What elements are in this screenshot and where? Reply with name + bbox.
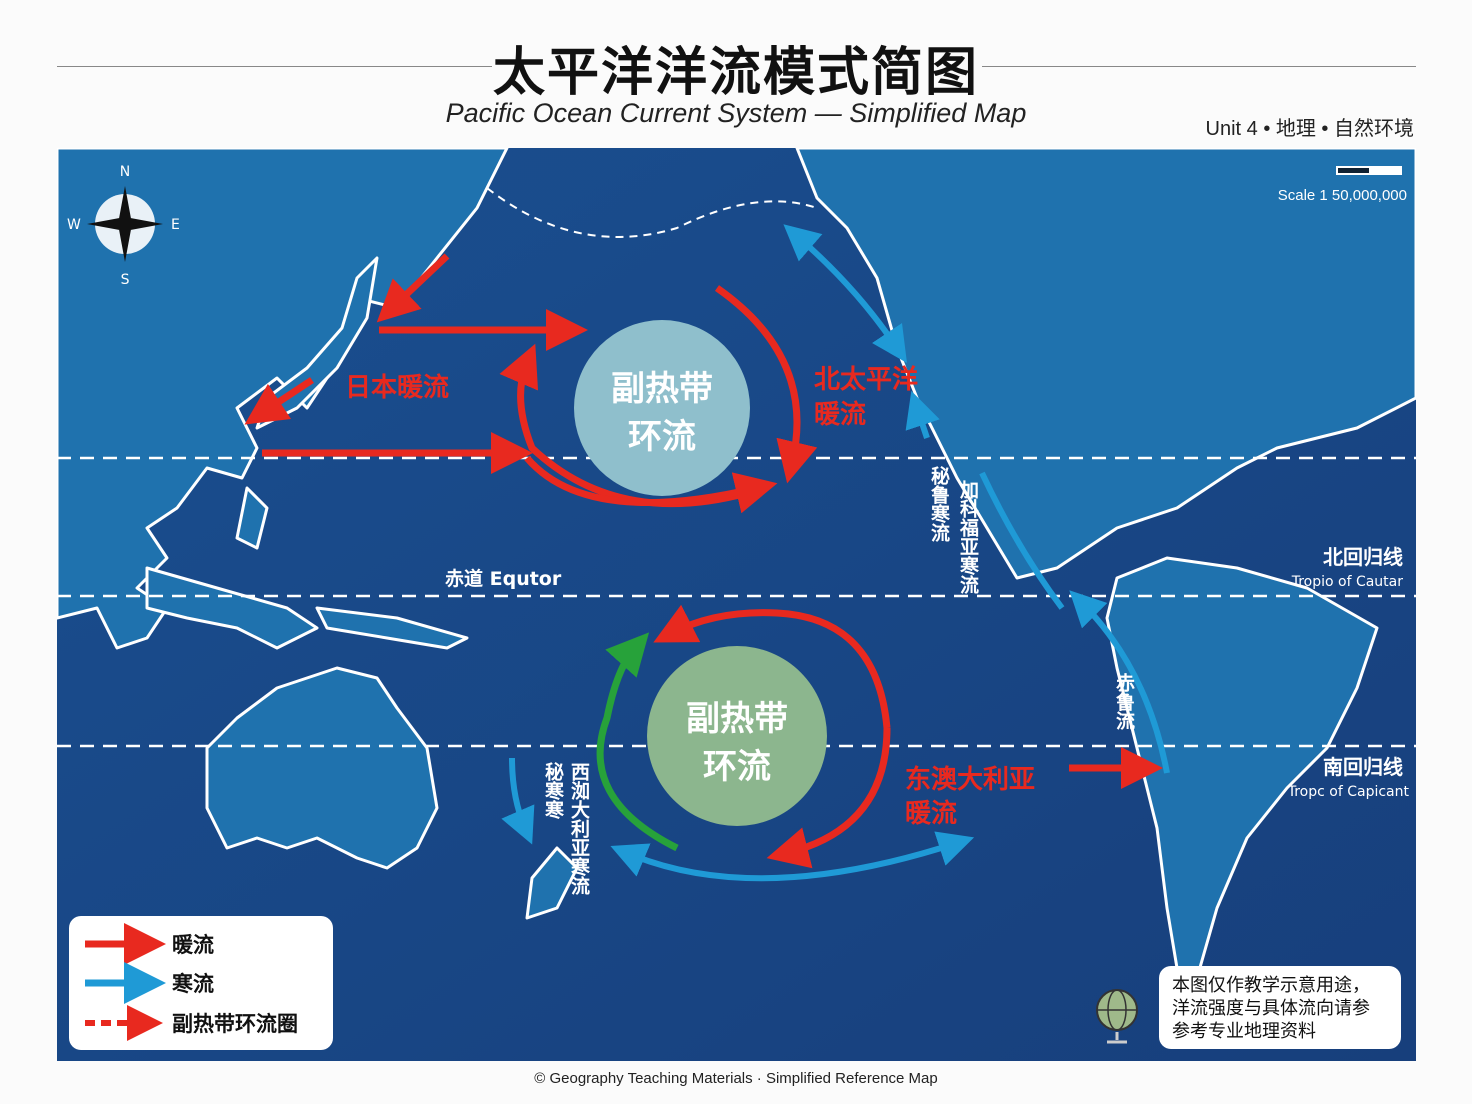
svg-text:副热带环流: 副热带环流	[611, 369, 713, 457]
south-pacific-arrow	[610, 831, 975, 882]
label-peru-south: 赤鲁流	[1113, 673, 1136, 731]
north-gyre-arrow-right	[714, 285, 818, 484]
svg-text:S: S	[121, 272, 130, 288]
south-gyre-arrow-top	[653, 604, 891, 729]
alaska-arrow	[783, 224, 907, 363]
svg-text:副热带环流: 副热带环流	[686, 699, 788, 787]
globe-icon	[1096, 989, 1138, 1044]
label-east-australia: 东澳大利亚暖流	[905, 764, 1035, 829]
legend-warm: 暖流	[172, 933, 214, 957]
compass-rose-icon: N S E W	[67, 164, 180, 288]
label-cancer-cn: 北回归线	[1323, 545, 1403, 569]
title-rule-right	[982, 66, 1416, 67]
label-west-australia: 西洳大利亚寒流	[568, 762, 590, 896]
label-capricorn-en: Tropc of Capicant	[1287, 784, 1410, 800]
land-australia	[205, 666, 439, 870]
california-long-arrow	[979, 471, 1065, 610]
svg-text:W: W	[67, 217, 81, 233]
west-gyre-green-arrow	[596, 632, 679, 852]
label-california: 加科福亚寒流	[957, 480, 980, 595]
label-capricorn-cn: 南回归线	[1323, 755, 1403, 779]
legend-cold: 寒流	[172, 972, 214, 996]
note-box: 本图仅作教学示意用途，洋流强度与具体流向请参参考专业地理资料	[1159, 966, 1401, 1049]
legend-gyre: 副热带环流圈	[172, 1012, 298, 1036]
pacific-map: N S E W Scale 1 50,000,000 副热带环流 副热带环流	[57, 148, 1416, 1061]
land-newzealand	[525, 846, 579, 920]
label-peru-west: 秘寒寒	[542, 761, 564, 820]
title-rule-left	[57, 66, 492, 67]
west-australia-arrow	[501, 757, 535, 845]
page-subtitle: Pacific Ocean Current System — Simplifie…	[445, 98, 1027, 128]
page-title: 太平洋洋流模式简图	[492, 43, 979, 103]
land-indonesia	[145, 486, 469, 650]
label-peru-north: 秘鲁寒流	[928, 465, 951, 543]
north-gyre	[574, 320, 750, 496]
svg-text:Scale 1 50,000,000: Scale 1 50,000,000	[1278, 187, 1407, 204]
svg-text:E: E	[171, 217, 180, 233]
label-equator: 赤道 Equtor	[445, 567, 562, 590]
scale-bar: Scale 1 50,000,000	[1278, 166, 1407, 204]
california-arrow	[905, 390, 940, 439]
svg-text:N: N	[120, 164, 130, 180]
footer-credit: © Geography Teaching Materials · Simplif…	[534, 1070, 938, 1087]
peru-arrow	[1069, 590, 1170, 774]
label-cancer-en: Tropio of Cautar	[1291, 574, 1404, 590]
svg-text:本图仅作教学示意用途，洋流强度与具体流向请参参考专业地理资料: 本图仅作教学示意用途，洋流强度与具体流向请参参考专业地理资料	[1172, 975, 1370, 1042]
label-north-pacific: 北太平洋暖流	[814, 364, 918, 430]
south-gyre	[647, 646, 827, 826]
kuroshio-south-arrow	[244, 377, 314, 425]
north-gyre-arrow-bottom	[524, 455, 778, 514]
unit-label: Unit 4 • 地理 • 自然环境	[1205, 118, 1414, 140]
label-kuroshio: 日本暖流	[345, 373, 449, 403]
land-south-america	[1105, 556, 1379, 980]
legend: 暖流 寒流 副热带环流圈	[69, 916, 333, 1050]
kuroshio-arrow	[376, 253, 450, 323]
